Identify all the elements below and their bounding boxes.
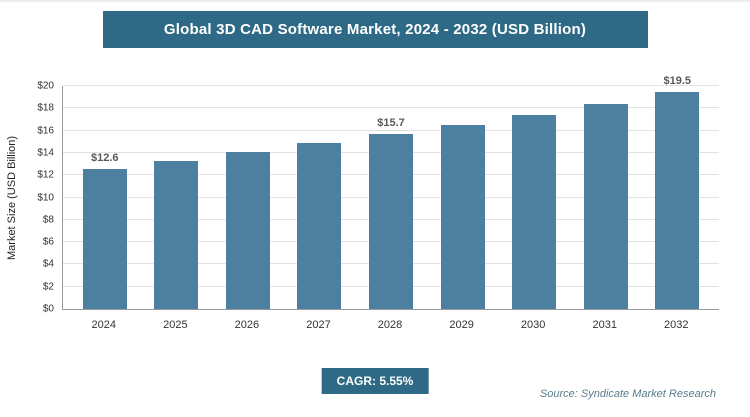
x-tick-label: 2032 xyxy=(664,319,689,331)
bar-2026 xyxy=(225,151,270,309)
y-axis-ticks: $0 $2 $4 $6 $8 $10 $12 $14 $16 $18 $20 xyxy=(24,81,58,315)
x-tick-label: 2025 xyxy=(163,319,188,331)
y-tick-label: $8 xyxy=(42,214,54,226)
y-tick-label: $6 xyxy=(42,236,54,248)
bar-2031 xyxy=(583,103,628,309)
bar-cell xyxy=(284,86,356,309)
x-tick-label: 2026 xyxy=(234,319,260,331)
bar-cell xyxy=(141,86,213,309)
y-tick-label: $20 xyxy=(37,80,54,92)
source-attribution: Source: Syndicate Market Research xyxy=(539,388,716,400)
y-tick-label: $10 xyxy=(37,192,54,203)
y-axis-title: Market Size (USD Billion) xyxy=(6,135,18,260)
bar-cell xyxy=(427,86,499,309)
bar-value-label: $19.5 xyxy=(663,74,692,87)
bar-2025 xyxy=(154,160,199,309)
chart-title-banner: Global 3D CAD Software Market, 2024 - 20… xyxy=(102,11,648,48)
gridline xyxy=(63,129,719,131)
x-axis-labels: 2024 2025 2026 2027 2028 2029 2030 2031 2032 xyxy=(62,319,718,331)
bar-cell: $15.7 xyxy=(355,86,427,309)
gridline xyxy=(63,85,719,86)
y-tick-label: $16 xyxy=(37,125,54,137)
x-tick-label: 2027 xyxy=(306,319,331,331)
bar-cell xyxy=(570,86,642,309)
x-tick-label: 2030 xyxy=(520,319,546,331)
bar-cell xyxy=(212,86,284,309)
bar-2029 xyxy=(440,125,485,309)
y-tick-label: $12 xyxy=(37,169,54,181)
bar-2032: $19.5 xyxy=(655,75,700,309)
bar-2028: $15.7 xyxy=(369,117,414,309)
x-tick-label: 2029 xyxy=(449,319,474,331)
y-tick-label: $2 xyxy=(42,281,54,293)
bar-value-label: $12.6 xyxy=(91,151,119,164)
cagr-badge: CAGR: 5.55% xyxy=(321,368,429,394)
bar-2030 xyxy=(512,115,557,309)
bar-2027 xyxy=(297,142,342,309)
bar-cell: $19.5 xyxy=(642,75,714,309)
x-tick-label: 2024 xyxy=(91,319,117,331)
bar-cell: $12.6 xyxy=(69,86,141,309)
gridline xyxy=(63,107,719,109)
y-tick-label: $18 xyxy=(37,102,54,114)
bar-cell xyxy=(498,86,570,309)
y-tick-label: $0 xyxy=(42,303,54,315)
bars-container: $12.6 $15.7 $19.5 xyxy=(63,75,719,309)
plot-area: $12.6 $15.7 $19.5 xyxy=(62,75,719,310)
x-tick-label: 2031 xyxy=(592,319,617,331)
bar-value-label: $15.7 xyxy=(377,116,405,129)
y-tick-label: $4 xyxy=(42,258,54,270)
x-tick-label: 2028 xyxy=(377,319,403,331)
y-tick-label: $14 xyxy=(37,147,54,159)
bar-2024: $12.6 xyxy=(82,152,127,309)
